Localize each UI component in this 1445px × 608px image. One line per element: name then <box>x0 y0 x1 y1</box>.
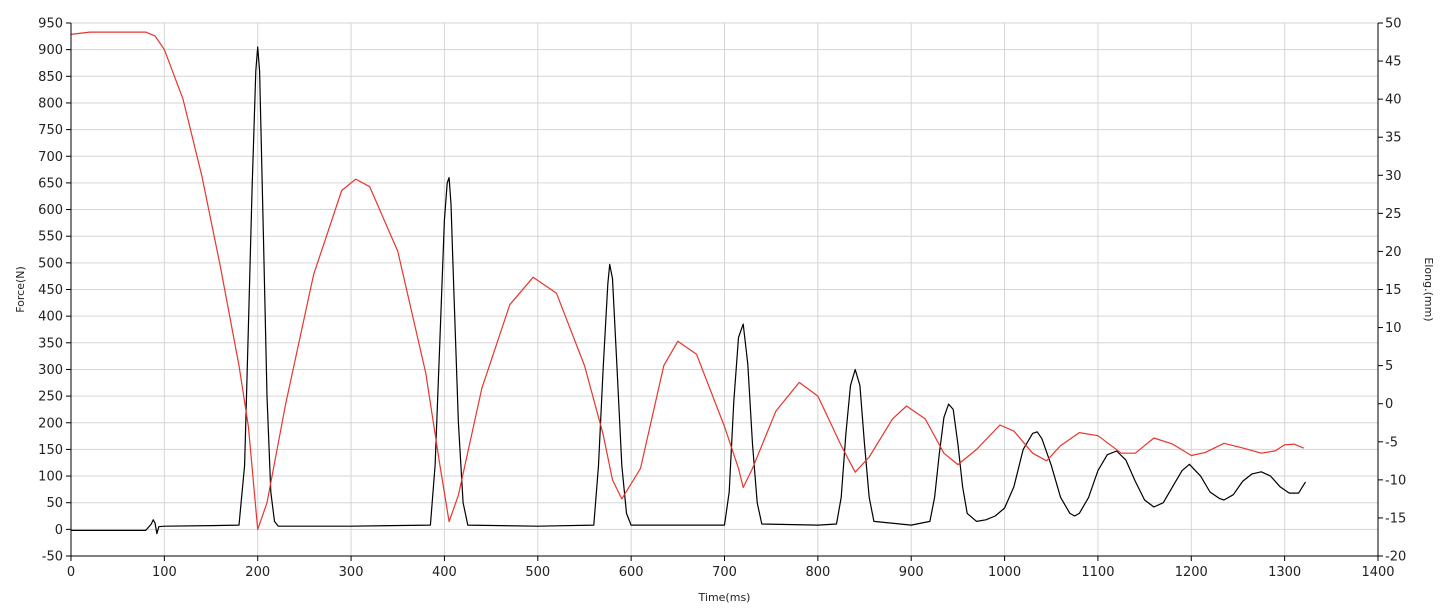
y2-tick-label: -10 <box>1385 473 1406 488</box>
y2-tick-label: 15 <box>1385 283 1402 298</box>
x-tick-label: 600 <box>619 565 644 580</box>
force-series-line <box>70 46 1306 535</box>
y2-tick-label: 40 <box>1385 93 1402 108</box>
y-tick-label: 800 <box>38 96 63 111</box>
y2-tick-label: 50 <box>1385 17 1402 32</box>
x-tick-label: 1000 <box>988 565 1021 580</box>
y2-tick-label: 45 <box>1385 55 1402 70</box>
tick-labels: 0 100 200 300 400 500 600 700 800 900 1000 1100 1200… <box>38 17 1406 581</box>
y-tick-label: -50 <box>42 550 63 565</box>
y2-tick-label: -5 <box>1385 435 1398 450</box>
y-tick-label: 500 <box>38 256 63 271</box>
y2-axis-title: Elong.(mm) <box>1422 257 1435 321</box>
y-tick-label: 300 <box>38 363 63 378</box>
x-tick-label: 1100 <box>1081 565 1114 580</box>
y2-tick-label: -15 <box>1385 511 1406 526</box>
y-tick-label: 0 <box>55 523 63 538</box>
y2-tick-label: -20 <box>1385 550 1406 565</box>
y-tick-label: 550 <box>38 230 63 245</box>
x-tick-label: 700 <box>712 565 737 580</box>
x-tick-label: 1200 <box>1175 565 1208 580</box>
y2-tick-label: 25 <box>1385 207 1402 222</box>
x-tick-label: 900 <box>899 565 924 580</box>
x-tick-label: 400 <box>432 565 457 580</box>
y-tick-label: 400 <box>38 310 63 325</box>
y-tick-label: 650 <box>38 176 63 191</box>
y-tick-label: 350 <box>38 336 63 351</box>
y-tick-label: 450 <box>38 283 63 298</box>
x-tick-label: 1300 <box>1268 565 1301 580</box>
y2-tick-label: 0 <box>1385 397 1393 412</box>
grid <box>70 22 1379 557</box>
elongation-series-line <box>70 31 1304 531</box>
y-tick-label: 750 <box>38 123 63 138</box>
y-tick-label: 50 <box>46 496 63 511</box>
y2-tick-label: 20 <box>1385 245 1402 260</box>
x-tick-label: 0 <box>67 565 75 580</box>
y-tick-label: 850 <box>38 70 63 85</box>
y-tick-label: 600 <box>38 203 63 218</box>
y-tick-label: 700 <box>38 150 63 165</box>
y-tick-label: 200 <box>38 416 63 431</box>
x-tick-label: 100 <box>152 565 177 580</box>
y2-tick-label: 5 <box>1385 359 1393 374</box>
x-tick-label: 800 <box>805 565 830 580</box>
y2-tick-label: 35 <box>1385 131 1402 146</box>
x-tick-label: 300 <box>339 565 364 580</box>
x-axis-title: Time(ms) <box>698 591 751 604</box>
x-tick-label: 200 <box>245 565 270 580</box>
x-tick-label: 1400 <box>1361 565 1394 580</box>
y-tick-label: 100 <box>38 470 63 485</box>
y-axis-title: Force(N) <box>14 266 27 313</box>
y-tick-label: 150 <box>38 443 63 458</box>
series-layer <box>70 31 1306 535</box>
y-tick-label: 900 <box>38 43 63 58</box>
y2-tick-label: 10 <box>1385 321 1402 336</box>
y-tick-label: 950 <box>38 17 63 32</box>
y-tick-label: 250 <box>38 390 63 405</box>
axes <box>66 22 1383 561</box>
x-tick-label: 500 <box>525 565 550 580</box>
y2-tick-label: 30 <box>1385 169 1402 184</box>
